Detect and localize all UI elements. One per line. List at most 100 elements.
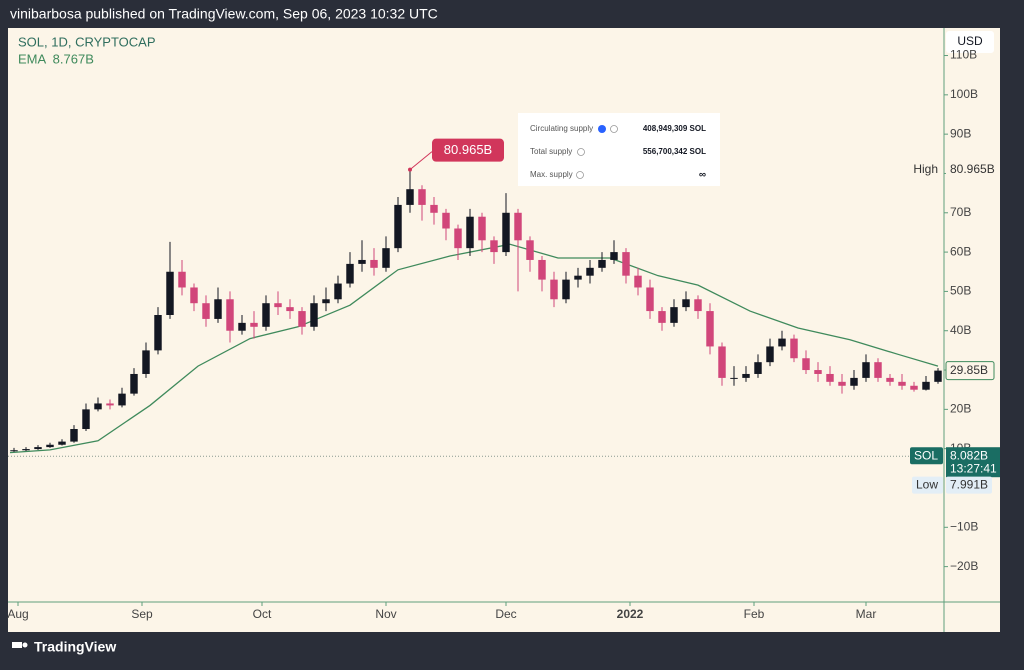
legend-indicator: EMA 8.767B: [18, 51, 94, 66]
low-name: Low: [916, 478, 938, 492]
high-name: High: [913, 162, 938, 176]
info-icon[interactable]: [576, 171, 584, 179]
candle-body: [718, 346, 726, 378]
candle-body: [418, 189, 426, 205]
candle-body: [406, 189, 414, 205]
last-box: [945, 361, 995, 381]
candle-body: [562, 279, 570, 300]
candle-body: [358, 259, 366, 264]
candle-body: [394, 204, 402, 249]
footer-logo: TradingView: [12, 639, 116, 655]
candle-body: [346, 263, 354, 284]
info-value: 556,700,342 SOL: [643, 147, 706, 156]
y-tick-label: 90B: [950, 126, 971, 140]
candle-body: [454, 228, 462, 249]
current-box: [946, 447, 1000, 478]
x-tick-label: Dec: [495, 607, 516, 621]
x-tick-label: 2022: [617, 607, 644, 621]
candle-body: [886, 377, 894, 382]
candle-body: [538, 259, 546, 280]
logo-shape: [22, 642, 28, 648]
candle-body: [322, 299, 330, 304]
candle-body: [922, 381, 930, 390]
info-value: 408,949,309 SOL: [643, 124, 706, 133]
candle-body: [598, 259, 606, 268]
low-value: 7.991B: [950, 478, 988, 492]
header-text: vinibarbosa published on TradingView.com…: [10, 6, 438, 22]
candle-body: [190, 287, 198, 304]
x-tick-label: Sep: [131, 607, 153, 621]
current-name: SOL: [914, 448, 938, 462]
info-label: Total supply: [530, 147, 572, 156]
candle-body: [154, 315, 162, 351]
ema-line: [9, 243, 939, 454]
candle-body: [802, 358, 810, 371]
y-tick-label: 70B: [950, 205, 971, 219]
x-tick-label: Mar: [856, 607, 877, 621]
current-value: 8.082B: [950, 448, 988, 462]
high-value: 80.965B: [950, 162, 995, 176]
candle-body: [622, 252, 630, 276]
candle-body: [226, 299, 234, 331]
candle-body: [310, 303, 318, 327]
info-label: Circulating supply: [530, 124, 593, 133]
y-tick-label: 50B: [950, 284, 971, 298]
candle-body: [142, 350, 150, 374]
candle-body: [838, 381, 846, 386]
candle-body: [106, 403, 114, 406]
candle-body: [466, 216, 474, 249]
candle-body: [610, 252, 618, 260]
currency-label[interactable]: USD: [957, 34, 983, 48]
candle-body: [550, 279, 558, 300]
candle-body: [238, 322, 246, 331]
candle-body: [34, 447, 42, 450]
candle-body: [274, 303, 282, 308]
info-label: Max. supply: [530, 170, 573, 179]
x-tick-label: Aug: [7, 607, 28, 621]
candle-body: [742, 373, 750, 378]
candle-body: [94, 403, 102, 410]
candle-body: [634, 275, 642, 288]
candle-body: [442, 212, 450, 229]
y-tick-label: 100B: [950, 87, 978, 101]
candle-body: [286, 307, 294, 312]
y-tick-label: −20B: [950, 559, 978, 573]
candle-body: [646, 287, 654, 312]
candle-body: [862, 362, 870, 378]
countdown: 13:27:41: [950, 461, 997, 475]
low-box: [946, 476, 992, 494]
candle-body: [178, 271, 186, 288]
candle-body: [670, 307, 678, 323]
candle-body: [682, 299, 690, 308]
candle-body: [826, 373, 834, 382]
candle-body: [250, 322, 258, 327]
candle-body: [898, 381, 906, 386]
candle-body: [130, 373, 138, 394]
candle-body: [46, 444, 54, 448]
info-value: ∞: [699, 170, 706, 181]
candle-body: [334, 283, 342, 300]
candle-body: [850, 377, 858, 386]
info-icon[interactable]: [610, 125, 618, 133]
currency-button[interactable]: [946, 31, 994, 53]
candle-body: [298, 311, 306, 327]
info-icon[interactable]: [577, 148, 585, 156]
candle-body: [82, 409, 90, 430]
candle-body: [574, 275, 582, 280]
candle-body: [814, 370, 822, 374]
peak-bubble: [432, 138, 504, 162]
y-tick-label: −10B: [950, 519, 978, 533]
candle-body: [262, 303, 270, 327]
candle-body: [910, 385, 918, 390]
current-name-box: [910, 447, 943, 465]
candle-body: [874, 362, 882, 378]
candle-body: [70, 429, 78, 442]
candle-body: [934, 370, 942, 382]
candle-body: [694, 299, 702, 312]
y-tick-label: 110B: [950, 48, 977, 62]
candle-body: [166, 271, 174, 315]
candle-body: [730, 377, 738, 379]
candle-body: [382, 248, 390, 268]
